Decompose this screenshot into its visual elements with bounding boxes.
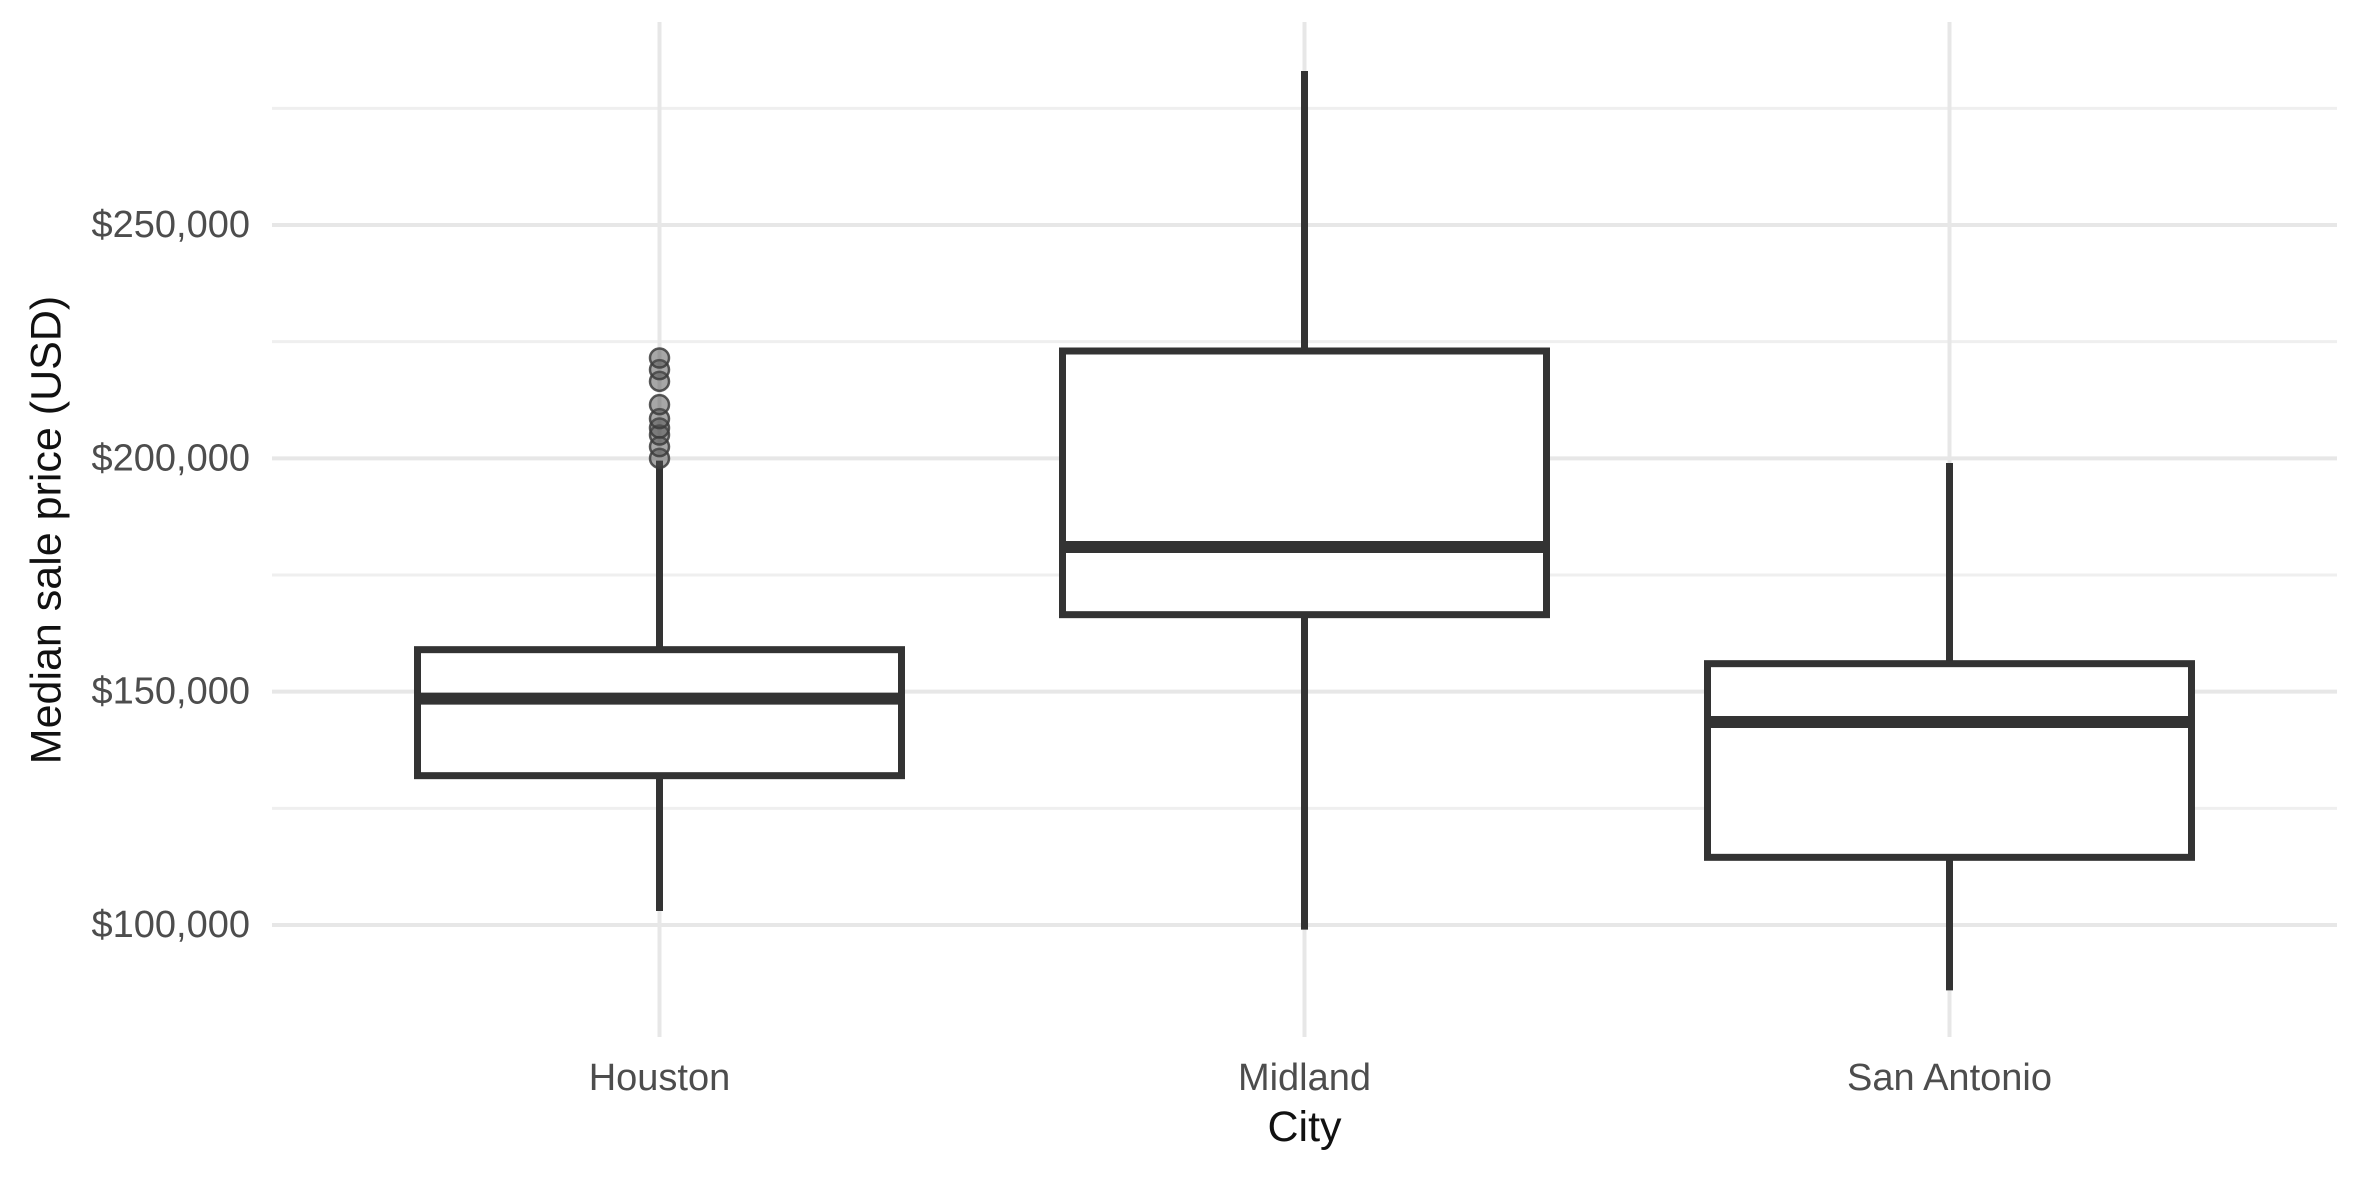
y-axis-title: Median sale price (USD): [22, 295, 71, 765]
y-tick-label: $250,000: [92, 204, 251, 246]
outlier-point-houston: [648, 393, 671, 416]
box-midland: [1059, 347, 1550, 619]
outlier-point-houston: [648, 347, 671, 369]
y-tick-label: $150,000: [92, 671, 251, 713]
y-tick-label: $100,000: [92, 904, 251, 946]
x-tick-label-san-antonio: San Antonio: [1847, 1057, 2052, 1099]
x-tick-label-houston: Houston: [589, 1057, 731, 1099]
box-houston: [414, 646, 905, 780]
box-san-antonio: [1704, 660, 2195, 861]
x-tick-label-midland: Midland: [1238, 1057, 1371, 1099]
x-axis-title: City: [1267, 1103, 1342, 1151]
y-tick-label: $200,000: [92, 437, 251, 479]
